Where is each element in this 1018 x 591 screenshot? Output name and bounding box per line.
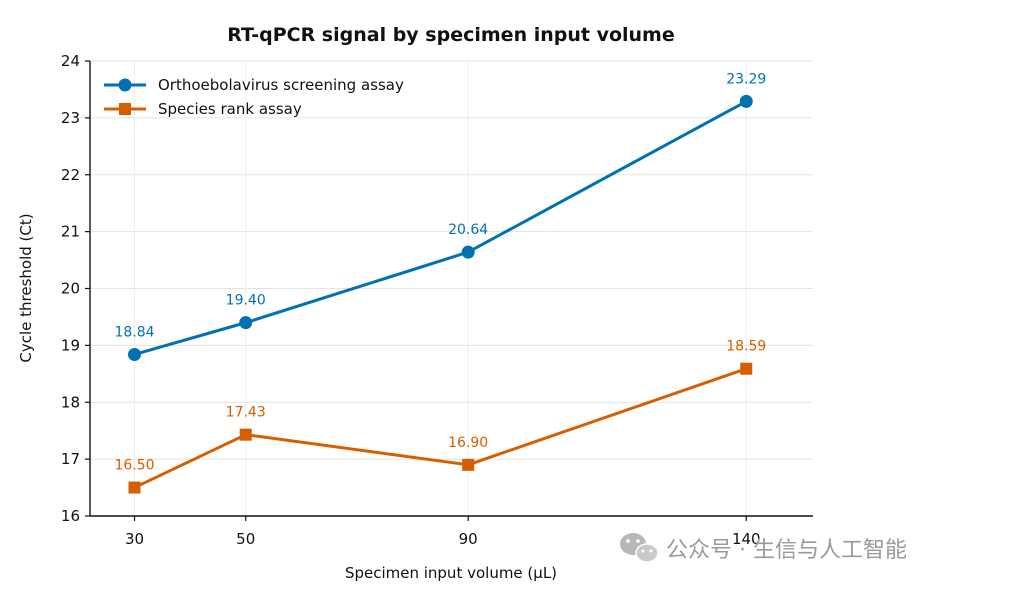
y-tick-label: 23: [61, 109, 80, 127]
legend-marker: [118, 78, 132, 92]
x-tick-label: 50: [236, 530, 255, 548]
series-2: 16.50 17.43 16.90 18.59: [114, 339, 766, 494]
data-point: [128, 481, 141, 494]
x-tick-label: 90: [459, 530, 478, 548]
legend-item: Orthoebolavirus screening assay: [104, 76, 404, 94]
series-line: [134, 100, 747, 356]
wechat-icon: [620, 533, 659, 563]
data-label: 18.84: [114, 324, 154, 340]
y-tick-label: 22: [61, 166, 80, 184]
legend-marker: [119, 103, 131, 115]
data-point: [239, 428, 252, 441]
data-label: 17.43: [226, 405, 266, 421]
y-tick-label: 21: [61, 223, 80, 241]
y-tick-label: 24: [61, 52, 80, 70]
y-tick-label: 16: [61, 507, 80, 525]
axes: 16 17 18 19 20 21 22 23 24 30 50 90 140: [61, 52, 813, 548]
y-tick-label: 18: [61, 393, 80, 411]
data-label: 23.29: [726, 71, 766, 87]
data-label: 16.90: [448, 435, 488, 451]
y-axis-label: Cycle threshold (Ct): [17, 213, 35, 362]
data-label: 19.40: [226, 293, 266, 309]
series-1: 18.84 19.40 20.64 23.29: [114, 71, 766, 361]
data-point: [239, 316, 253, 330]
y-tick-label: 20: [61, 280, 80, 298]
data-point: [739, 94, 753, 108]
legend-label: Species rank assay: [158, 100, 302, 118]
legend-item: Species rank assay: [104, 100, 302, 118]
watermark-text: 公众号 · 生信与人工智能: [666, 538, 907, 563]
x-tick-label: 140: [732, 530, 761, 548]
data-point: [740, 362, 753, 375]
x-axis-label: Specimen input volume (µL): [345, 564, 557, 582]
data-label: 18.59: [726, 339, 766, 355]
data-point: [127, 347, 141, 361]
legend-label: Orthoebolavirus screening assay: [158, 76, 404, 94]
data-label: 16.50: [114, 458, 154, 474]
series-group: 18.84 19.40 20.64 23.29 16.50 17.43 16.90 18.59: [114, 71, 766, 494]
series-line: [133, 367, 747, 489]
data-point: [461, 245, 475, 259]
grid: [90, 60, 813, 517]
x-tick-label: 30: [125, 530, 144, 548]
watermark: 公众号 · 生信与人工智能: [620, 533, 907, 563]
chart-title: RT-qPCR signal by specimen input volume: [227, 24, 674, 46]
data-label: 20.64: [448, 222, 488, 238]
y-tick-label: 19: [61, 336, 80, 354]
data-point: [462, 458, 475, 471]
y-tick-label: 17: [61, 450, 80, 468]
legend: Orthoebolavirus screening assay Species r…: [104, 76, 404, 118]
